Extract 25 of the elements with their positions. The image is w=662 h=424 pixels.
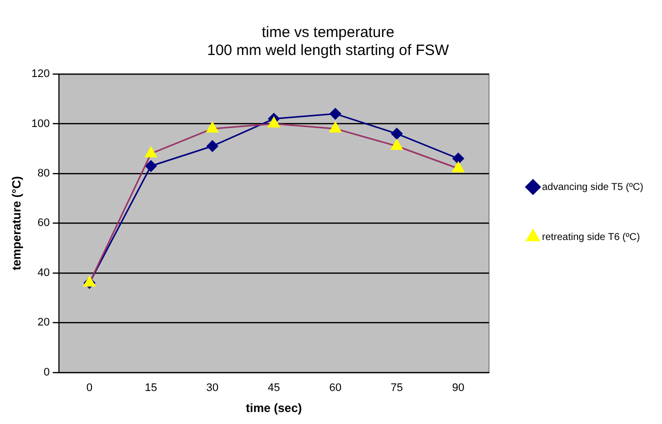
- y-tick-label: 120: [31, 68, 50, 80]
- x-tick-label: 15: [144, 382, 158, 394]
- y-axis-title: temperature (°C): [10, 176, 24, 270]
- legend-label: retreating side T6 (ºC): [542, 232, 640, 243]
- x-tick-label: 30: [206, 382, 219, 394]
- x-tick-label: 60: [329, 382, 342, 394]
- y-tick-label: 40: [38, 266, 50, 279]
- y-tick-label: 60: [38, 217, 50, 230]
- point: [145, 160, 157, 172]
- x-tick-label: 45: [268, 382, 280, 394]
- text: time vs temperature: [262, 24, 394, 42]
- text: 100 mm weld length starting of FSW: [207, 42, 449, 60]
- x-tick-label: 90: [452, 382, 464, 394]
- point: [330, 108, 342, 120]
- legend-label: advancing side T5 (ºC): [542, 182, 644, 193]
- y-tick-label: 100: [31, 118, 50, 130]
- x-tick-label: 0: [86, 382, 93, 394]
- point: [391, 128, 403, 140]
- x-tick-label: 75: [390, 382, 403, 394]
- point: [206, 140, 218, 152]
- y-tick-label: 20: [38, 316, 50, 329]
- y-tick-label: 80: [38, 168, 50, 180]
- y-tick-label: 0: [44, 366, 50, 378]
- point: [452, 152, 464, 164]
- x-axis-title: time (sec): [246, 401, 302, 416]
